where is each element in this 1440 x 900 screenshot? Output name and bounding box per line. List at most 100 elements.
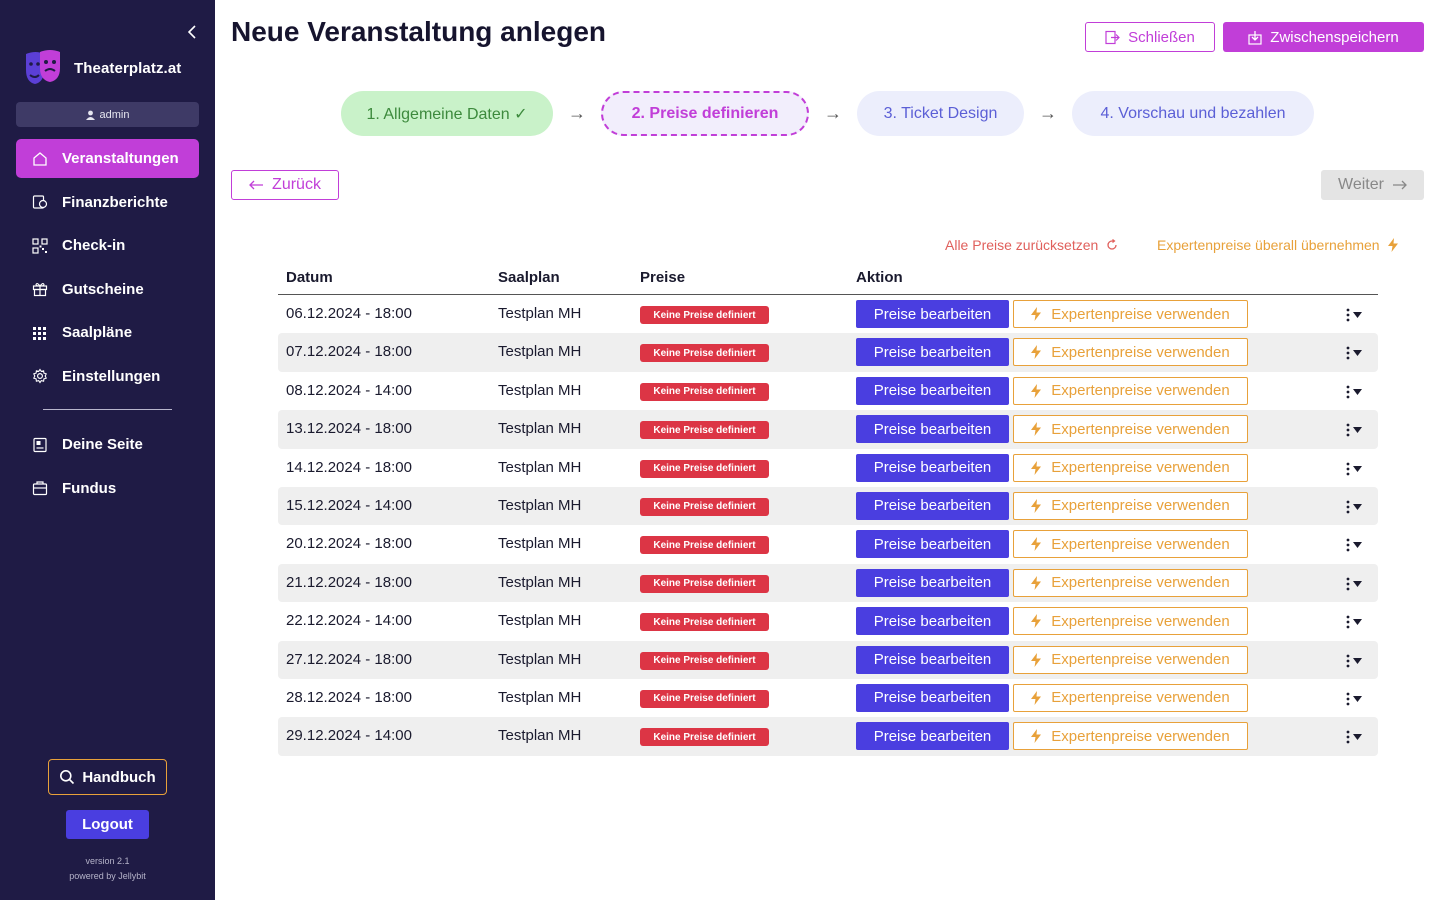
use-expert-prices-button[interactable]: Expertenpreise verwenden bbox=[1013, 491, 1248, 520]
nav-item-fundus[interactable]: Fundus bbox=[16, 469, 199, 508]
use-expert-prices-button[interactable]: Expertenpreise verwenden bbox=[1013, 568, 1248, 597]
row-menu-button[interactable] bbox=[1346, 614, 1368, 630]
row-menu-button[interactable] bbox=[1346, 461, 1368, 477]
status-badge: Keine Preise definiert bbox=[640, 421, 769, 440]
nav-item-gutscheine[interactable]: Gutscheine bbox=[16, 270, 199, 309]
table-row: 07.12.2024 - 18:00 Testplan MH Keine Pre… bbox=[278, 333, 1378, 372]
nav-item-saalplaene[interactable]: Saalpläne bbox=[16, 313, 199, 352]
nav-item-deine-seite[interactable]: Deine Seite bbox=[16, 425, 199, 464]
step-preise-definieren[interactable]: 2. Preise definieren bbox=[601, 91, 809, 136]
use-expert-prices-button[interactable]: Expertenpreise verwenden bbox=[1013, 722, 1248, 751]
page-title: Neue Veranstaltung anlegen bbox=[231, 16, 606, 47]
collapse-sidebar-button[interactable] bbox=[184, 22, 200, 42]
nav-item-einstellungen[interactable]: Einstellungen bbox=[16, 357, 199, 396]
row-menu-button[interactable] bbox=[1346, 307, 1368, 323]
row-menu-button[interactable] bbox=[1346, 537, 1368, 553]
caret-down-icon bbox=[1353, 734, 1362, 741]
nav-item-check-in[interactable]: Check-in bbox=[16, 226, 199, 265]
edit-prices-button[interactable]: Preise bearbeiten bbox=[856, 338, 1009, 367]
more-vertical-icon bbox=[1346, 730, 1350, 744]
back-label: Zurück bbox=[272, 176, 321, 193]
nav-item-label: Gutscheine bbox=[62, 280, 144, 298]
gift-icon bbox=[32, 281, 48, 297]
row-menu-button[interactable] bbox=[1346, 653, 1368, 669]
edit-prices-button[interactable]: Preise bearbeiten bbox=[856, 530, 1009, 559]
status-badge: Keine Preise definiert bbox=[640, 382, 769, 401]
edit-prices-button[interactable]: Preise bearbeiten bbox=[856, 415, 1009, 444]
row-menu-button[interactable] bbox=[1346, 345, 1368, 361]
step-vorschau-bezahlen[interactable]: 4. Vorschau und bezahlen bbox=[1072, 91, 1314, 136]
table-row: 27.12.2024 - 18:00 Testplan MH Keine Pre… bbox=[278, 640, 1378, 679]
logout-button[interactable]: Logout bbox=[66, 810, 149, 839]
close-button[interactable]: Schließen bbox=[1085, 22, 1215, 52]
lightning-icon bbox=[1031, 690, 1042, 705]
expert-label: Expertenpreise verwenden bbox=[1051, 727, 1230, 745]
edit-prices-button[interactable]: Preise bearbeiten bbox=[856, 453, 1009, 482]
brand[interactable]: Theaterplatz.at bbox=[24, 48, 181, 88]
cell-date: 14.12.2024 - 18:00 bbox=[286, 458, 412, 476]
use-expert-prices-button[interactable]: Expertenpreise verwenden bbox=[1013, 376, 1248, 405]
reset-all-prices-link[interactable]: Alle Preise zurücksetzen bbox=[945, 237, 1118, 253]
table-row: 13.12.2024 - 18:00 Testplan MH Keine Pre… bbox=[278, 410, 1378, 449]
caret-down-icon bbox=[1353, 503, 1362, 510]
use-expert-prices-button[interactable]: Expertenpreise verwenden bbox=[1013, 338, 1248, 367]
save-draft-button[interactable]: Zwischenspeichern bbox=[1223, 22, 1424, 52]
handbook-button[interactable]: Handbuch bbox=[48, 759, 167, 795]
user-badge[interactable]: admin bbox=[16, 102, 199, 127]
edit-prices-button[interactable]: Preise bearbeiten bbox=[856, 300, 1009, 328]
cell-date: 08.12.2024 - 14:00 bbox=[286, 381, 412, 399]
edit-prices-button[interactable]: Preise bearbeiten bbox=[856, 376, 1009, 405]
nav-item-label: Check-in bbox=[62, 237, 126, 255]
caret-down-icon bbox=[1353, 350, 1362, 357]
step-allgemeine-daten[interactable]: 1. Allgemeine Daten ✓ bbox=[341, 91, 553, 136]
cell-saalplan: Testplan MH bbox=[498, 343, 582, 361]
lightning-icon bbox=[1031, 498, 1042, 513]
nav-item-veranstaltungen[interactable]: Veranstaltungen bbox=[16, 139, 199, 178]
row-menu-button[interactable] bbox=[1346, 499, 1368, 515]
lightning-icon bbox=[1031, 537, 1042, 552]
use-expert-prices-button[interactable]: Expertenpreise verwenden bbox=[1013, 683, 1248, 712]
caret-down-icon bbox=[1353, 388, 1362, 395]
reset-all-label: Alle Preise zurücksetzen bbox=[945, 237, 1099, 253]
row-menu-button[interactable] bbox=[1346, 691, 1368, 707]
apply-expert-prices-all-link[interactable]: Expertenpreise überall übernehmen bbox=[1157, 237, 1398, 253]
status-badge: Keine Preise definiert bbox=[640, 536, 769, 555]
use-expert-prices-button[interactable]: Expertenpreise verwenden bbox=[1013, 530, 1248, 559]
status-badge: Keine Preise definiert bbox=[640, 651, 769, 670]
finance-report-icon bbox=[32, 194, 48, 210]
edit-prices-button[interactable]: Preise bearbeiten bbox=[856, 607, 1009, 636]
expert-label: Expertenpreise verwenden bbox=[1051, 612, 1230, 630]
cell-saalplan: Testplan MH bbox=[498, 381, 582, 399]
next-button[interactable]: Weiter bbox=[1321, 170, 1424, 200]
row-menu-button[interactable] bbox=[1346, 384, 1368, 400]
expert-label: Expertenpreise verwenden bbox=[1051, 459, 1230, 477]
more-vertical-icon bbox=[1346, 308, 1350, 322]
edit-prices-button[interactable]: Preise bearbeiten bbox=[856, 491, 1009, 520]
use-expert-prices-button[interactable]: Expertenpreise verwenden bbox=[1013, 300, 1248, 328]
main-nav: Veranstaltungen Finanzberichte Check-in … bbox=[16, 139, 199, 401]
use-expert-prices-button[interactable]: Expertenpreise verwenden bbox=[1013, 645, 1248, 674]
row-menu-button[interactable] bbox=[1346, 729, 1368, 745]
save-label: Zwischenspeichern bbox=[1270, 28, 1399, 46]
step-ticket-design[interactable]: 3. Ticket Design bbox=[857, 91, 1024, 136]
row-menu-button[interactable] bbox=[1346, 576, 1368, 592]
use-expert-prices-button[interactable]: Expertenpreise verwenden bbox=[1013, 607, 1248, 636]
caret-down-icon bbox=[1353, 695, 1362, 702]
edit-prices-button[interactable]: Preise bearbeiten bbox=[856, 722, 1009, 751]
cell-saalplan: Testplan MH bbox=[498, 612, 582, 630]
edit-prices-button[interactable]: Preise bearbeiten bbox=[856, 645, 1009, 674]
use-expert-prices-button[interactable]: Expertenpreise verwenden bbox=[1013, 453, 1248, 482]
table-row: 29.12.2024 - 14:00 Testplan MH Keine Pre… bbox=[278, 717, 1378, 756]
use-expert-prices-button[interactable]: Expertenpreise verwenden bbox=[1013, 415, 1248, 444]
nav-item-finanzberichte[interactable]: Finanzberichte bbox=[16, 183, 199, 222]
row-menu-button[interactable] bbox=[1346, 422, 1368, 438]
edit-prices-button[interactable]: Preise bearbeiten bbox=[856, 568, 1009, 597]
nav-item-label: Einstellungen bbox=[62, 367, 161, 385]
more-vertical-icon bbox=[1346, 500, 1350, 514]
column-header-saalplan: Saalplan bbox=[498, 269, 560, 286]
theater-masks-icon bbox=[26, 50, 60, 84]
lightning-icon bbox=[1031, 575, 1042, 590]
edit-prices-button[interactable]: Preise bearbeiten bbox=[856, 683, 1009, 712]
expert-label: Expertenpreise verwenden bbox=[1051, 305, 1230, 323]
back-button[interactable]: Zurück bbox=[231, 170, 339, 200]
